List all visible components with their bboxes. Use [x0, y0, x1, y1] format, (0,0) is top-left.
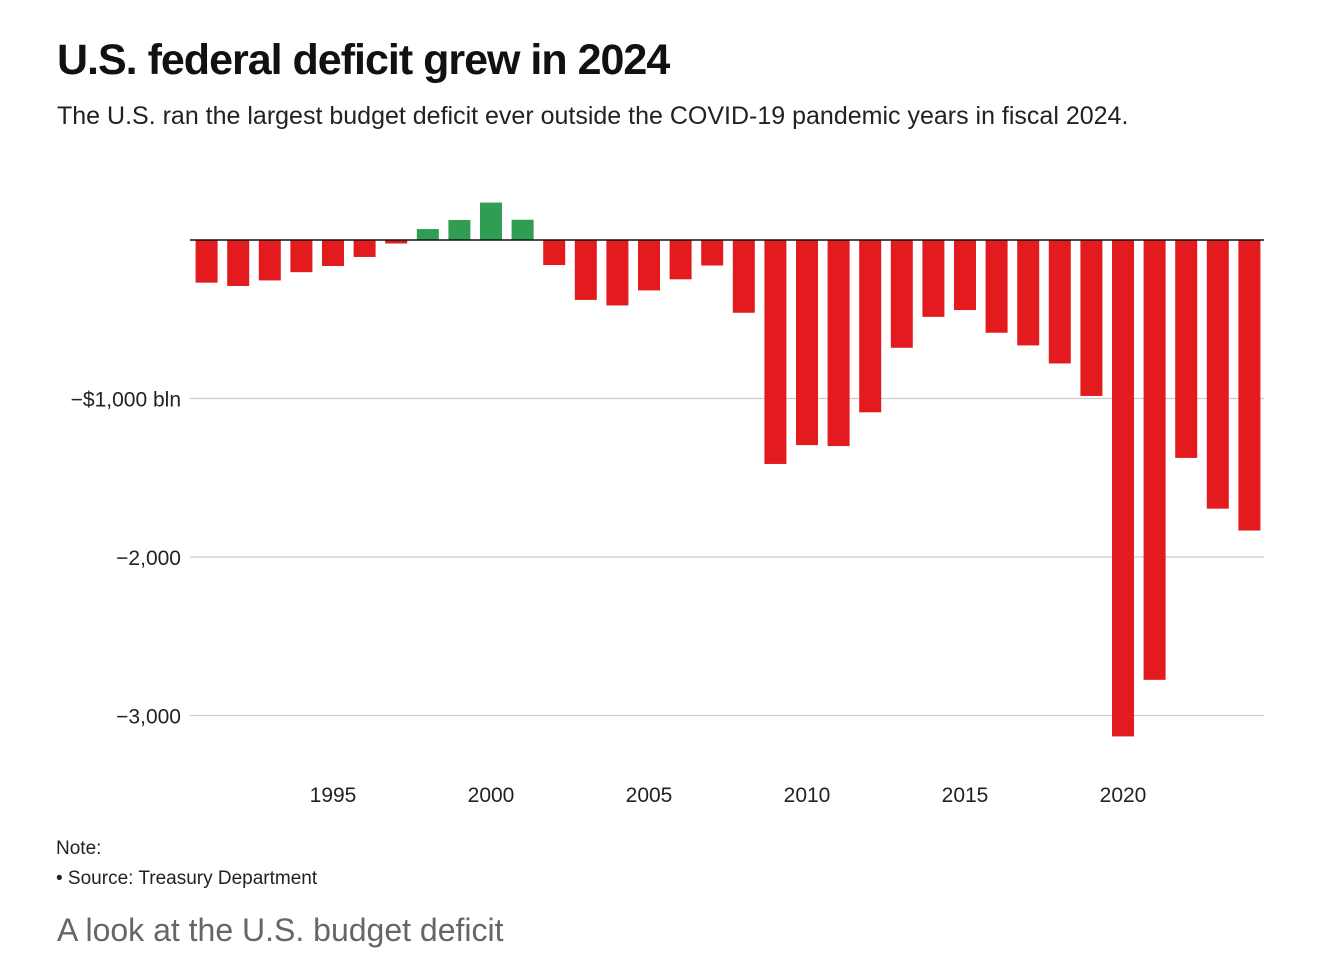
- bar-2006: [669, 240, 692, 280]
- bar-2002: [543, 240, 566, 266]
- bar-1999: [448, 220, 471, 240]
- bar-2014: [922, 240, 945, 317]
- note-label: Note:: [56, 838, 102, 859]
- x-tick-label: 2010: [784, 784, 831, 807]
- source-note: • Source: Treasury Department: [56, 868, 318, 889]
- bar-2022: [1175, 240, 1198, 458]
- bar-1992: [227, 240, 250, 286]
- y-tick-label: −3,000: [116, 706, 181, 729]
- bar-2001: [511, 219, 534, 240]
- y-tick-label: −2,000: [116, 547, 181, 570]
- bar-2004: [606, 240, 629, 306]
- footer-caption: A look at the U.S. budget deficit: [57, 912, 504, 948]
- bar-2005: [638, 240, 660, 291]
- bar-2023: [1206, 240, 1229, 509]
- bar-1993: [258, 240, 281, 281]
- bar-1997: [385, 240, 408, 244]
- y-tick-label: −$1,000 bln: [71, 389, 181, 412]
- x-tick-label: 2005: [626, 784, 673, 807]
- bar-2024: [1238, 240, 1261, 531]
- bar-2020: [1112, 240, 1134, 737]
- bar-1996: [353, 240, 376, 257]
- chart-subtitle: The U.S. ran the largest budget deficit …: [57, 102, 1129, 130]
- bar-2017: [1017, 240, 1040, 346]
- bar-2007: [701, 240, 724, 266]
- bar-1991: [195, 240, 218, 283]
- bar-2012: [859, 240, 882, 413]
- bar-1998: [416, 229, 439, 240]
- bar-2011: [827, 240, 850, 447]
- x-tick-label: 1995: [310, 784, 357, 807]
- bar-2016: [985, 240, 1008, 333]
- bar-2019: [1080, 240, 1103, 396]
- bar-chart: −$1,000 bln −2,000 −3,000 1995 2000 2005 2010 2…: [71, 202, 1264, 807]
- bar-2013: [890, 240, 913, 348]
- bar-1994: [290, 240, 313, 273]
- bar-2000: [480, 202, 502, 240]
- bar-2015: [954, 240, 976, 311]
- chart-title: U.S. federal deficit grew in 2024: [57, 36, 670, 84]
- bar-1995: [322, 240, 344, 266]
- bar-2009: [764, 240, 787, 464]
- bar-2003: [574, 240, 597, 300]
- x-tick-label: 2015: [942, 784, 989, 807]
- x-tick-label: 2000: [468, 784, 515, 807]
- bar-2010: [796, 240, 818, 446]
- x-tick-label: 2020: [1100, 784, 1147, 807]
- bar-2018: [1048, 240, 1071, 364]
- bar-2008: [732, 240, 755, 313]
- bar-2021: [1143, 240, 1166, 680]
